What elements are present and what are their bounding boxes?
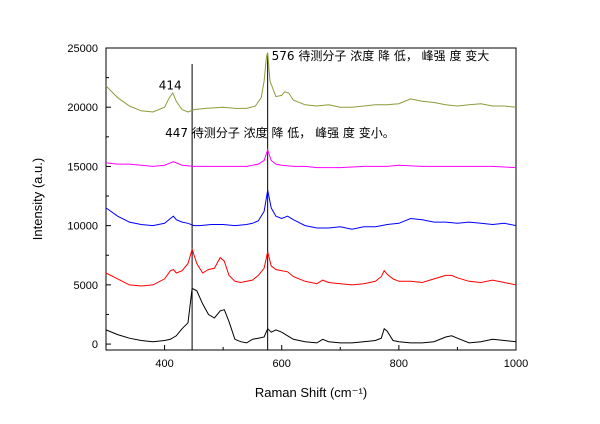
y-tick-label: 10000 — [67, 221, 98, 233]
x-tick-label: 800 — [390, 358, 408, 370]
series-line-0 — [105, 287, 517, 344]
series-line-3 — [105, 148, 517, 169]
y-tick-label: 20000 — [67, 102, 98, 114]
y-tick-label: 5000 — [74, 280, 98, 292]
spectra-series — [105, 52, 517, 344]
y-axis-title: Intensity (a.u.) — [30, 158, 45, 240]
x-axis-title: Raman Shift (cm⁻¹) — [255, 385, 367, 400]
plot-frame — [105, 47, 517, 351]
annotation-2: 447 待测分子 浓度 降 低， 峰强 度 变小。 — [165, 125, 395, 140]
y-tick-label: 0 — [92, 339, 98, 351]
series-line-4 — [105, 52, 517, 113]
annotations: 576 待测分子 浓度 降 低， 峰强 度 变大 414 447 待测分子 浓度 降… — [159, 48, 489, 140]
series-line-2 — [105, 190, 517, 230]
x-tick-label: 600 — [273, 358, 291, 370]
annotation-0: 576 待测分子 浓度 降 低， 峰强 度 变大 — [272, 48, 490, 63]
annotation-1: 414 — [159, 78, 182, 92]
series-line-1 — [105, 247, 517, 287]
y-tick-label: 15000 — [67, 161, 98, 173]
x-tick-label: 1000 — [504, 358, 528, 370]
y-tick-label: 25000 — [67, 43, 98, 55]
reference-lines — [191, 54, 269, 350]
x-tick-label: 400 — [155, 358, 173, 370]
